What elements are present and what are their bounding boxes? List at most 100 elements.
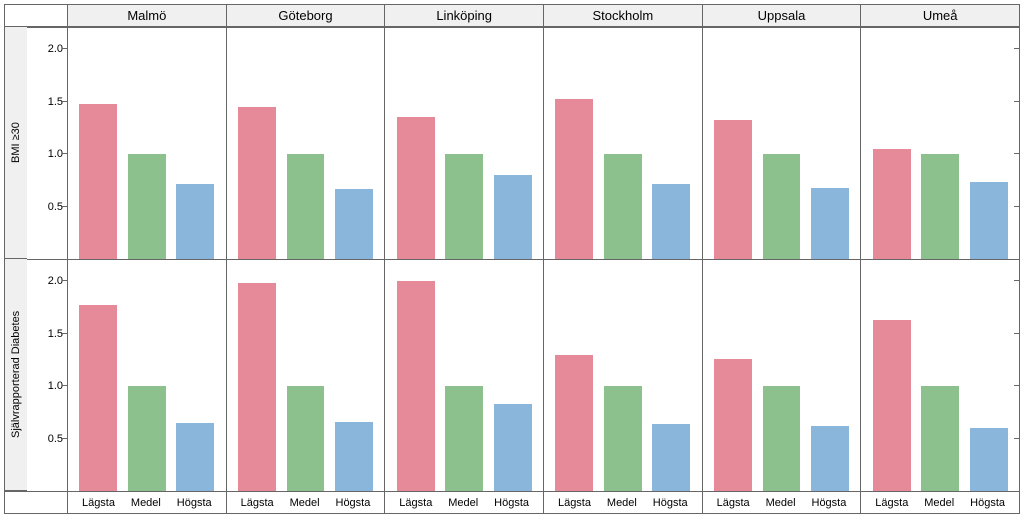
bar bbox=[287, 154, 325, 259]
bar bbox=[921, 154, 959, 259]
y-tick-label: 1.0 bbox=[48, 148, 63, 160]
y-axis: 0.5 1.0 1.5 2.0 bbox=[27, 259, 67, 491]
x-tick-label: Högsta bbox=[177, 497, 212, 509]
bar bbox=[811, 426, 849, 491]
bar bbox=[494, 175, 532, 259]
x-tick-label: Lägsta bbox=[875, 497, 908, 509]
x-tick-label: Högsta bbox=[336, 497, 371, 509]
col-header: Umeå bbox=[860, 5, 1019, 27]
y-axis: 0.51.01.52.0 bbox=[27, 27, 67, 259]
bar bbox=[79, 104, 117, 259]
chart-panel bbox=[702, 259, 861, 491]
x-tick-label: Medel bbox=[131, 497, 161, 509]
chart-panel bbox=[860, 259, 1019, 491]
bar bbox=[445, 386, 483, 491]
bar bbox=[714, 359, 752, 491]
bar bbox=[335, 189, 373, 259]
col-header: Malmö bbox=[67, 5, 226, 27]
chart-panel bbox=[384, 27, 543, 259]
bar bbox=[604, 386, 642, 491]
x-tick-label: Lägsta bbox=[82, 497, 115, 509]
bar bbox=[970, 182, 1008, 259]
y-tick-label: 1.0 bbox=[48, 380, 63, 392]
col-header-label: Göteborg bbox=[278, 8, 332, 23]
bar bbox=[970, 428, 1008, 491]
corner-bottom-left bbox=[5, 491, 67, 513]
col-header-label: Malmö bbox=[127, 8, 166, 23]
bar bbox=[652, 184, 690, 259]
bar bbox=[714, 120, 752, 259]
bar bbox=[763, 154, 801, 259]
x-tick-label: Högsta bbox=[653, 497, 688, 509]
col-header-label: Stockholm bbox=[592, 8, 653, 23]
x-tick-label: Medel bbox=[607, 497, 637, 509]
chart-panel bbox=[384, 259, 543, 491]
row-header-label: BMI ≥30 bbox=[10, 122, 22, 163]
x-tick-label: Lägsta bbox=[558, 497, 591, 509]
row-header: BMI ≥30 bbox=[5, 27, 27, 259]
chart-panel bbox=[860, 27, 1019, 259]
chart-panel bbox=[543, 27, 702, 259]
trellis-chart: Malmö Göteborg Linköping Stockholm Uppsa… bbox=[4, 4, 1020, 514]
x-tick-label: Högsta bbox=[970, 497, 1005, 509]
x-tick-label: Medel bbox=[766, 497, 796, 509]
chart-panel bbox=[543, 259, 702, 491]
bar bbox=[176, 184, 214, 259]
x-axis: Lägsta Medel Högsta bbox=[702, 491, 861, 513]
y-tick-label: 1.5 bbox=[48, 328, 63, 340]
x-tick-label: Medel bbox=[290, 497, 320, 509]
bar bbox=[287, 386, 325, 491]
bar bbox=[873, 320, 911, 491]
y-tick-label: 0.5 bbox=[48, 433, 63, 445]
x-tick-label: Medel bbox=[924, 497, 954, 509]
col-header-label: Uppsala bbox=[758, 8, 806, 23]
x-tick-label: Högsta bbox=[812, 497, 847, 509]
y-tick-label: 1.5 bbox=[48, 96, 63, 108]
bar bbox=[397, 281, 435, 491]
bar bbox=[128, 154, 166, 259]
col-header: Stockholm bbox=[543, 5, 702, 27]
bar bbox=[921, 386, 959, 491]
x-tick-label: Högsta bbox=[494, 497, 529, 509]
row-header-label: Självrapporterad Diabetes bbox=[10, 311, 22, 438]
y-tick-label: 2.0 bbox=[48, 275, 63, 287]
y-tick-label: 0.5 bbox=[48, 201, 63, 213]
col-header: Linköping bbox=[384, 5, 543, 27]
x-tick-label: Lägsta bbox=[399, 497, 432, 509]
bar bbox=[176, 423, 214, 491]
col-header: Göteborg bbox=[226, 5, 385, 27]
row-header: Självrapporterad Diabetes bbox=[5, 259, 27, 491]
chart-panel bbox=[67, 259, 226, 491]
x-axis: Lägsta Medel Högsta bbox=[226, 491, 385, 513]
x-axis: Lägsta Medel Högsta bbox=[384, 491, 543, 513]
bar bbox=[873, 149, 911, 259]
x-tick-label: Medel bbox=[448, 497, 478, 509]
bar bbox=[238, 283, 276, 491]
x-axis: Lägsta Medel Högsta bbox=[543, 491, 702, 513]
bar bbox=[445, 154, 483, 259]
bar bbox=[128, 386, 166, 491]
col-header: Uppsala bbox=[702, 5, 861, 27]
x-axis: Lägsta Medel Högsta bbox=[860, 491, 1019, 513]
bar bbox=[811, 188, 849, 259]
bar bbox=[604, 154, 642, 259]
bar bbox=[763, 386, 801, 491]
x-tick-label: Lägsta bbox=[717, 497, 750, 509]
bar bbox=[397, 117, 435, 259]
bar bbox=[555, 99, 593, 259]
bar bbox=[79, 305, 117, 491]
col-header-label: Umeå bbox=[923, 8, 958, 23]
bar bbox=[335, 422, 373, 491]
col-header-label: Linköping bbox=[436, 8, 492, 23]
chart-panel bbox=[67, 27, 226, 259]
x-tick-label: Lägsta bbox=[241, 497, 274, 509]
bar bbox=[238, 107, 276, 259]
bar bbox=[652, 424, 690, 491]
bar bbox=[494, 404, 532, 491]
chart-panel bbox=[226, 259, 385, 491]
bar bbox=[555, 355, 593, 492]
chart-panel bbox=[702, 27, 861, 259]
corner-top-left bbox=[5, 5, 67, 27]
x-axis: Lägsta Medel Högsta bbox=[67, 491, 226, 513]
chart-panel bbox=[226, 27, 385, 259]
